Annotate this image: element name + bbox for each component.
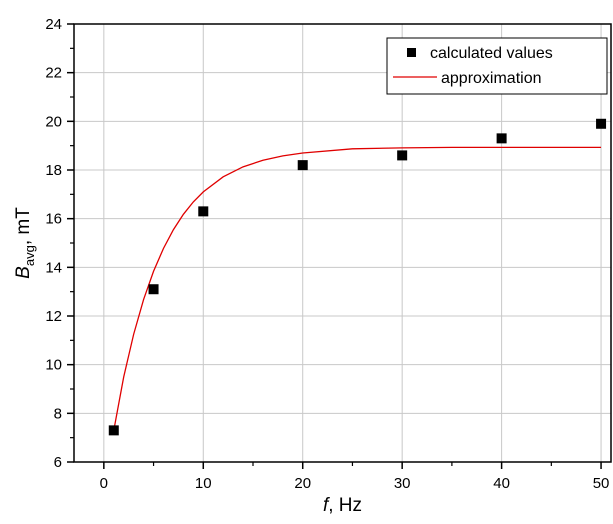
calculated-point [198,206,209,217]
y-axis-title: Bavg, mT [13,207,37,279]
calculated-point [397,150,408,161]
legend-box [386,37,608,95]
y-tick-label: 18 [45,162,62,179]
x-tick-label: 0 [100,475,108,492]
y-tick-label: 16 [45,211,62,228]
x-axis-title-symbol: f [323,495,330,516]
x-tick-label: 10 [195,475,212,492]
approximation-series [113,146,602,431]
axis-ticks [67,23,602,469]
legend-marker-calculated-values [407,48,416,57]
y-tick-label: 10 [45,357,62,374]
calculated-point [108,425,119,436]
calculated-point [496,133,507,144]
y-axis-title-subscript: avg [22,245,37,266]
y-axis-title-unit: , mT [13,207,34,245]
x-tick-label: 30 [394,475,411,492]
legend-label-calculated-values: calculated values [430,45,553,62]
calculated-point [297,160,308,171]
calculated-values-series [108,118,607,436]
y-tick-label: 24 [45,16,62,33]
approximation-line [113,146,602,431]
y-tick-label: 20 [45,113,62,130]
y-tick-label: 12 [45,308,62,325]
calculated-point [596,118,607,129]
x-tick-label: 20 [294,475,311,492]
tick-labels: 0 10 20 30 40 50 6 8 10 12 14 16 18 20 22 24 [45,16,609,492]
x-axis-title-unit: , Hz [328,495,362,516]
y-tick-label: 14 [45,259,62,276]
legend: calculated values approximation [386,37,608,95]
calculated-point [148,284,159,295]
y-axis-title-symbol: B [13,266,34,279]
x-tick-label: 40 [493,475,510,492]
x-axis-title: f, Hz [323,495,362,516]
y-tick-label: 22 [45,65,62,82]
x-tick-label: 50 [593,475,610,492]
y-tick-label: 8 [54,405,62,422]
legend-label-approximation: approximation [441,70,542,87]
y-tick-label: 6 [54,454,62,471]
